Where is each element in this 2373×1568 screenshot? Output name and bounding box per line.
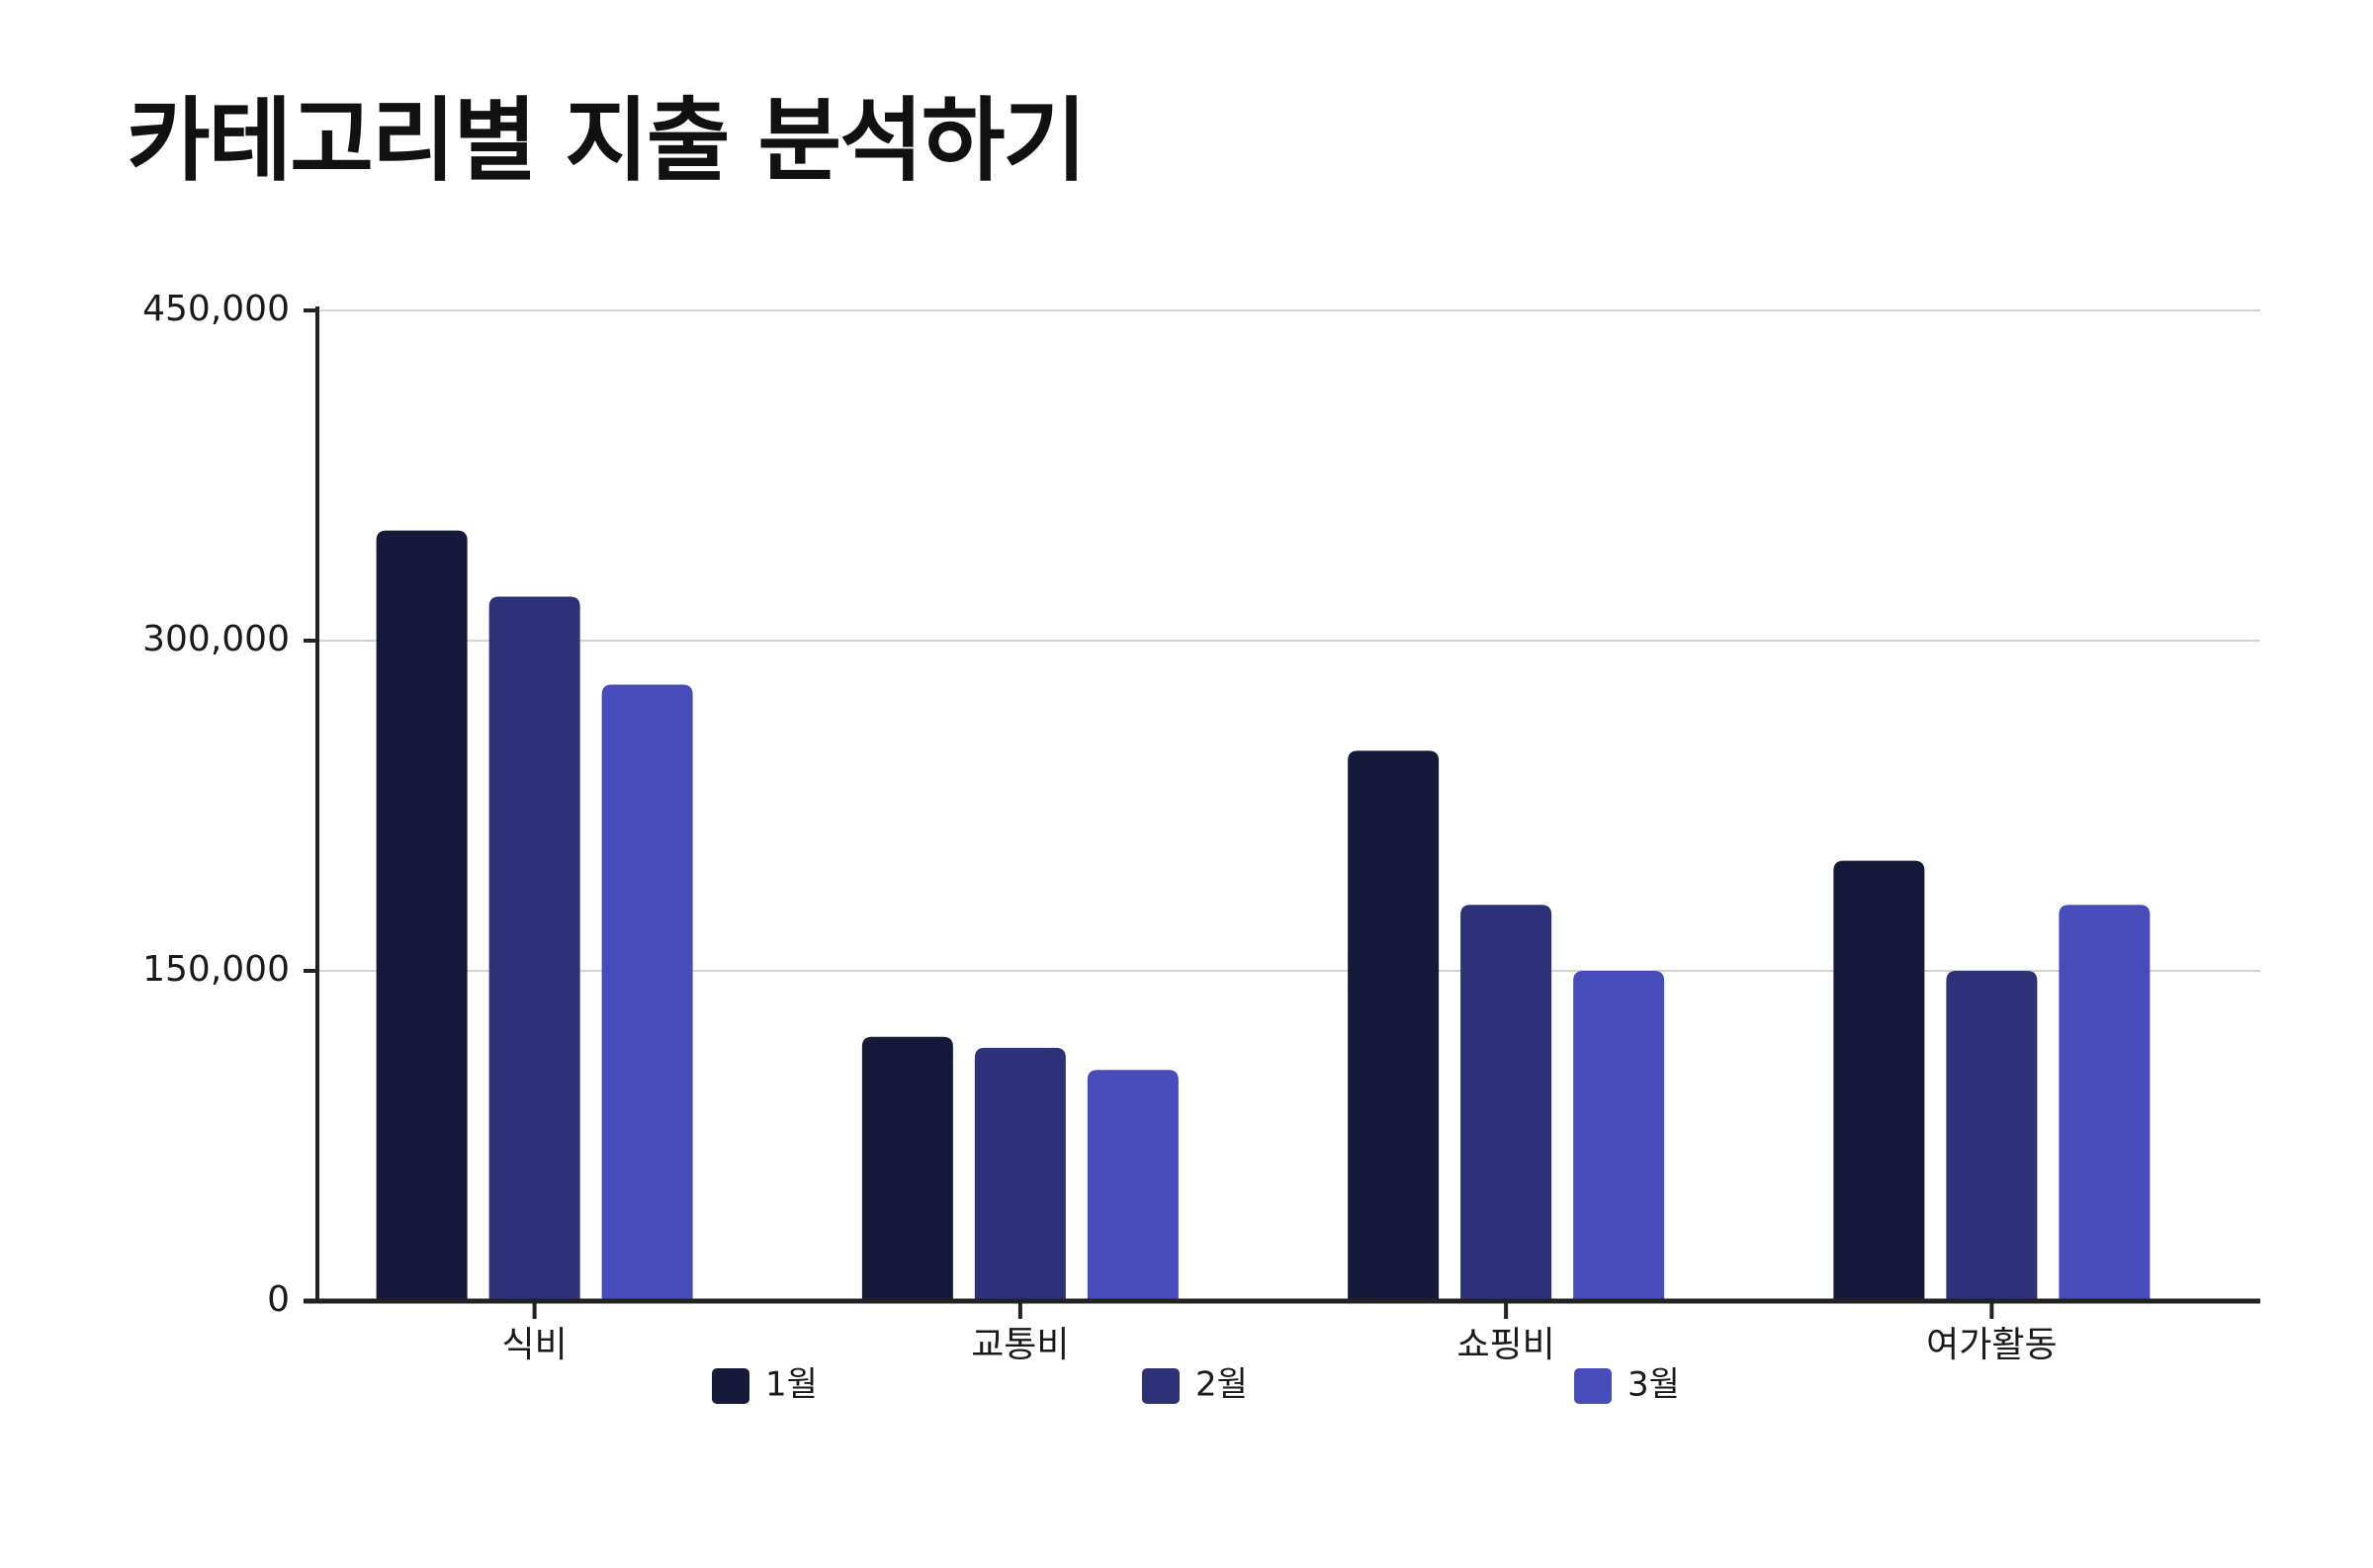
bar-3-1 [1348,750,1440,1301]
bar-1-3 [601,684,693,1301]
y-tick-label: 300,000 [142,619,290,659]
y-tick-label: 150,000 [142,949,290,990]
legend-swatch [1142,1368,1180,1404]
bar-4-3 [2059,905,2151,1301]
bar-2-1 [861,1036,953,1301]
y-tick-label: 0 [267,1279,290,1320]
x-category-label: 쇼핑비 [1456,1325,1554,1365]
x-category-label: 교통비 [971,1325,1069,1365]
legend-swatch [712,1368,749,1404]
bar-3-3 [1573,971,1665,1301]
y-tick-label: 450,000 [142,289,290,329]
bar-1-1 [376,530,468,1301]
bar-2-2 [974,1047,1066,1301]
x-category-label: 식비 [502,1325,568,1365]
chart-title: 카테고리별 지출 분석하기 [127,88,1087,194]
bars [376,530,2151,1301]
x-category-label: 여가활동 [1926,1325,2057,1365]
bar-1-2 [488,596,580,1301]
bar-2-3 [1087,1070,1179,1301]
legend-swatch [1574,1368,1612,1404]
bar-4-2 [1946,971,2038,1301]
legend-label: 2월 [1195,1365,1248,1405]
legend-label: 3월 [1627,1365,1680,1405]
legend-label: 1월 [765,1365,818,1405]
axes: 0 150,000 300,000 450,000 식비 교통비 쇼핑비 여가활동 [142,289,2260,1365]
legend: 1월 2월 3월 [712,1365,1680,1405]
bar-4-1 [1833,860,1925,1301]
bar-3-2 [1460,905,1552,1301]
